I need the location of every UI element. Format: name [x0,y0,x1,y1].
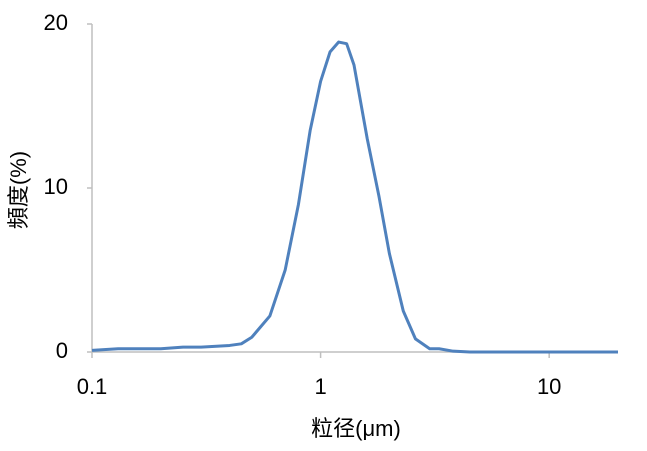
x-tick-label: 10 [537,374,561,399]
y-axis-label: 頻度(%) [6,151,31,229]
data-line [91,40,618,354]
y-tick-label: 10 [44,174,68,199]
x-axis-label: 粒径(μm) [311,416,401,441]
x-tick-label: 1 [314,374,326,399]
x-tick-label: 0.1 [77,374,108,399]
y-tick-label: 0 [56,338,68,363]
y-tick-label: 20 [44,10,68,35]
